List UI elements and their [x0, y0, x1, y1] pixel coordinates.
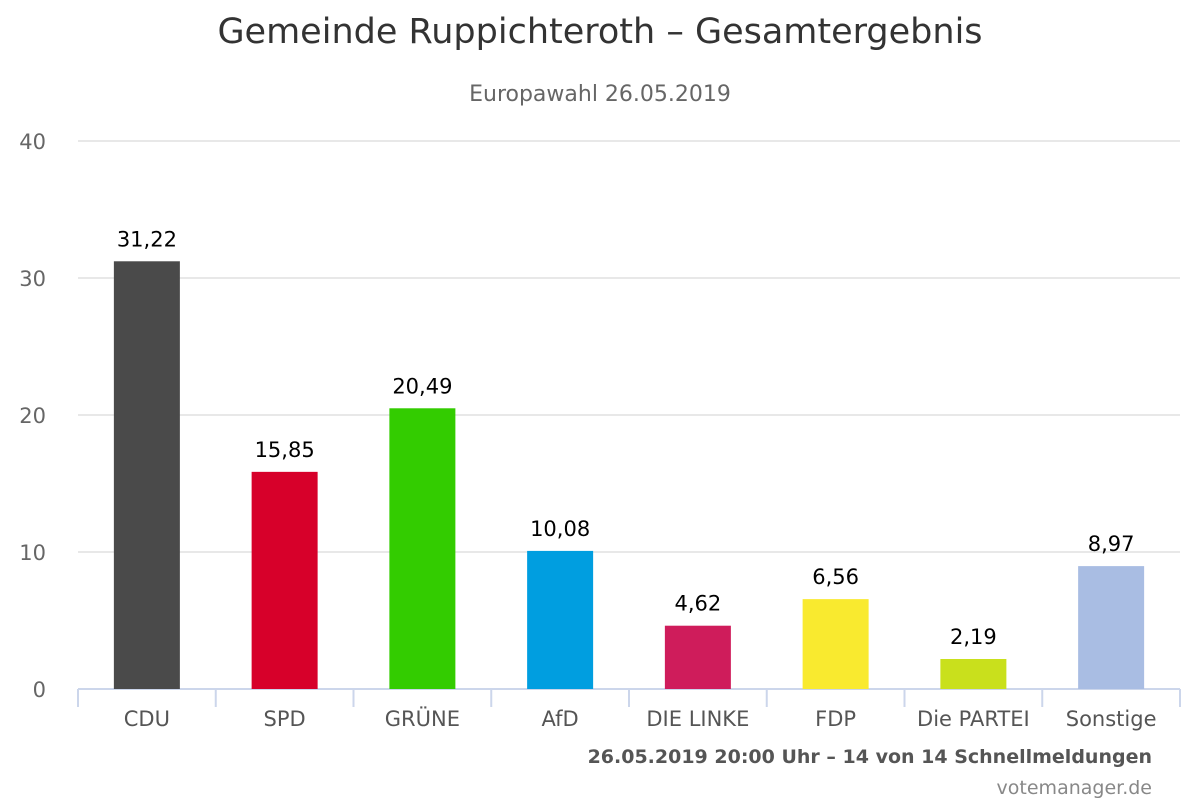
y-tick-label: 0	[33, 678, 46, 702]
data-label: 4,62	[674, 592, 721, 616]
y-tick-label: 40	[19, 130, 46, 154]
y-tick-label: 10	[19, 541, 46, 565]
data-label: 10,08	[530, 517, 590, 541]
y-tick-label: 30	[19, 267, 46, 291]
x-tick-label: FDP	[815, 707, 856, 731]
chart-subtitle: Europawahl 26.05.2019	[469, 82, 731, 107]
x-tick-label: GRÜNE	[385, 706, 460, 731]
bar	[664, 625, 731, 689]
data-label: 8,97	[1088, 532, 1135, 556]
source-credit: votemanager.de	[996, 777, 1152, 799]
bar	[940, 658, 1007, 689]
bar	[527, 550, 594, 689]
data-label: 2,19	[950, 625, 997, 649]
data-label: 6,56	[812, 565, 859, 589]
bar	[389, 408, 456, 689]
data-label: 20,49	[392, 374, 452, 398]
bar	[251, 471, 318, 689]
y-tick-label: 20	[19, 404, 46, 428]
x-tick-label: DIE LINKE	[646, 707, 749, 731]
x-tick-label: Sonstige	[1066, 707, 1157, 731]
chart-title: Gemeinde Ruppichteroth – Gesamtergebnis	[217, 12, 983, 52]
data-label: 31,22	[117, 227, 177, 251]
report-status-caption: 26.05.2019 20:00 Uhr – 14 von 14 Schnell…	[587, 746, 1152, 768]
bar	[1078, 566, 1145, 689]
x-tick-label: SPD	[264, 707, 306, 731]
data-label: 15,85	[255, 438, 315, 462]
x-tick-label: AfD	[542, 707, 579, 731]
x-tick-label: Die PARTEI	[917, 707, 1030, 731]
x-tick-label: CDU	[124, 707, 170, 731]
bar	[802, 599, 869, 689]
bar	[113, 261, 180, 689]
